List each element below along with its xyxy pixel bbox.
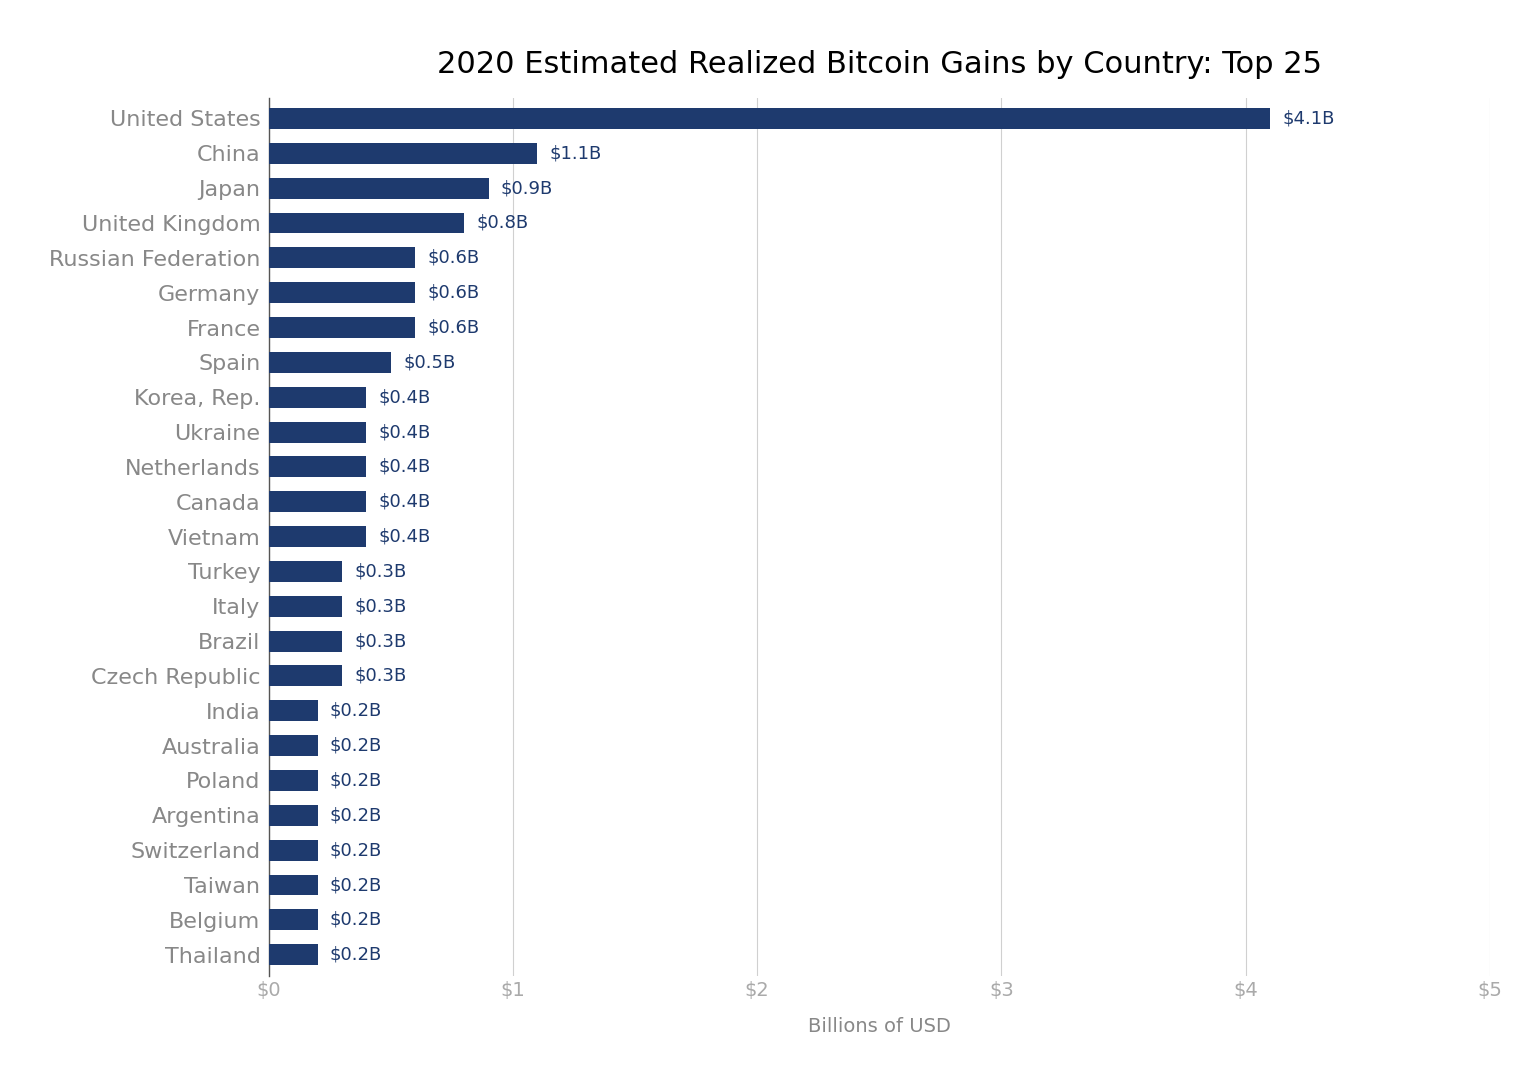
Text: $0.6B: $0.6B — [427, 284, 479, 301]
Bar — [269, 352, 390, 373]
Title: 2020 Estimated Realized Bitcoin Gains by Country: Top 25: 2020 Estimated Realized Bitcoin Gains by… — [436, 50, 1322, 78]
Text: $0.4B: $0.4B — [379, 528, 432, 545]
Bar — [269, 735, 318, 757]
Bar — [269, 422, 367, 442]
Text: $0.5B: $0.5B — [402, 353, 455, 372]
Text: $0.4B: $0.4B — [379, 388, 432, 406]
Text: $0.2B: $0.2B — [330, 876, 382, 894]
Text: $0.2B: $0.2B — [330, 841, 382, 860]
Text: $0.4B: $0.4B — [379, 423, 432, 441]
Bar — [269, 212, 464, 233]
Text: $0.6B: $0.6B — [427, 319, 479, 336]
Bar — [269, 700, 318, 721]
Bar — [269, 804, 318, 826]
Text: $4.1B: $4.1B — [1283, 109, 1335, 128]
Text: $0.2B: $0.2B — [330, 737, 382, 754]
Bar — [269, 526, 367, 547]
Text: $0.2B: $0.2B — [330, 911, 382, 929]
Text: $1.1B: $1.1B — [550, 144, 602, 163]
Bar — [269, 770, 318, 791]
Bar — [269, 944, 318, 965]
Text: $0.4B: $0.4B — [379, 457, 432, 476]
Bar — [269, 247, 415, 268]
Bar — [269, 282, 415, 304]
Bar — [269, 387, 367, 408]
Text: $0.2B: $0.2B — [330, 701, 382, 720]
X-axis label: Billions of USD: Billions of USD — [808, 1017, 951, 1036]
Text: $0.3B: $0.3B — [355, 667, 407, 685]
Bar — [269, 108, 1270, 129]
Text: $0.3B: $0.3B — [355, 563, 407, 580]
Bar — [269, 631, 343, 651]
Bar — [269, 909, 318, 930]
Bar — [269, 491, 367, 513]
Bar — [269, 143, 538, 164]
Text: $0.4B: $0.4B — [379, 493, 432, 511]
Bar — [269, 840, 318, 861]
Text: $0.2B: $0.2B — [330, 806, 382, 824]
Bar — [269, 562, 343, 582]
Bar — [269, 178, 488, 198]
Text: $0.3B: $0.3B — [355, 632, 407, 650]
Text: $0.8B: $0.8B — [476, 214, 528, 232]
Text: $0.6B: $0.6B — [427, 249, 479, 267]
Bar — [269, 317, 415, 338]
Text: $0.2B: $0.2B — [330, 772, 382, 789]
Bar — [269, 875, 318, 895]
Bar — [269, 666, 343, 686]
Bar — [269, 596, 343, 617]
Text: $0.3B: $0.3B — [355, 597, 407, 616]
Text: $0.2B: $0.2B — [330, 945, 382, 964]
Bar — [269, 456, 367, 477]
Text: $0.9B: $0.9B — [501, 179, 553, 197]
